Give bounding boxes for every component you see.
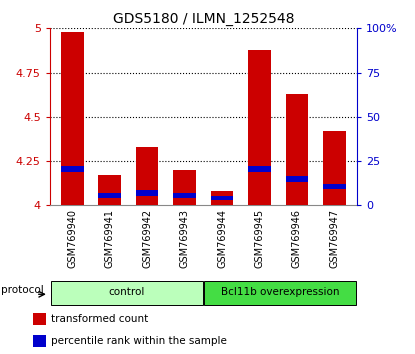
Bar [211,196,233,200]
Text: GSM769943: GSM769943 [180,209,190,268]
Text: Bcl11b overexpression: Bcl11b overexpression [221,287,339,297]
Title: GDS5180 / ILMN_1252548: GDS5180 / ILMN_1252548 [112,12,294,26]
Bar [173,193,196,198]
Text: percentile rank within the sample: percentile rank within the sample [51,336,227,346]
Bar [211,191,233,205]
Bar [51,281,203,305]
Text: GSM769941: GSM769941 [105,209,115,268]
Bar [61,32,83,205]
Text: GSM769944: GSM769944 [217,209,227,268]
Bar [136,147,159,205]
Bar [136,190,159,196]
Bar [98,193,121,198]
Bar [61,166,83,172]
Text: GSM769942: GSM769942 [142,209,152,268]
Bar [323,131,346,205]
Text: transformed count: transformed count [51,314,149,324]
Bar [33,335,46,347]
Bar [286,176,308,182]
Text: GSM769946: GSM769946 [292,209,302,268]
Bar [248,50,271,205]
Bar [33,313,46,325]
Bar [204,281,356,305]
Text: GSM769945: GSM769945 [254,209,264,268]
Bar [323,184,346,189]
Text: protocol: protocol [1,285,44,295]
Text: control: control [108,287,145,297]
Text: GSM769947: GSM769947 [330,209,339,268]
Text: GSM769940: GSM769940 [67,209,77,268]
Bar [98,175,121,205]
Bar [286,94,308,205]
Bar [248,166,271,172]
Bar [173,170,196,205]
